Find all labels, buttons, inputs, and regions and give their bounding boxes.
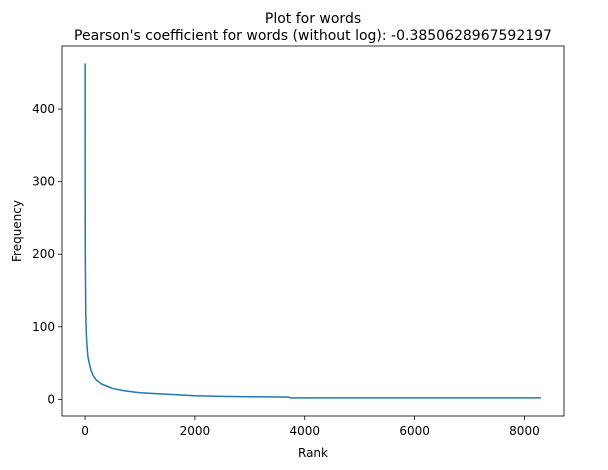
x-tick-label: 0 <box>81 424 89 438</box>
y-tick-label: 200 <box>32 247 55 261</box>
y-tick-label: 100 <box>32 320 55 334</box>
plot-area <box>84 63 541 399</box>
plot-frame <box>61 45 565 417</box>
chart-subtitle: Pearson's coefficient for words (without… <box>74 28 552 44</box>
x-axis-label: Rank <box>298 446 328 460</box>
x-tick-label: 4000 <box>289 424 320 438</box>
y-tick-label: 400 <box>32 102 55 116</box>
y-axis-ticks: 0 100 200 300 400 <box>32 102 62 406</box>
y-tick-label: 300 <box>32 175 55 189</box>
x-tick-label: 2000 <box>180 424 211 438</box>
x-axis-ticks: 0 2000 4000 6000 8000 <box>81 416 540 438</box>
series-line-0 <box>84 63 541 399</box>
x-tick-label: 6000 <box>399 424 430 438</box>
x-tick-label: 8000 <box>509 424 540 438</box>
y-tick-label: 0 <box>47 392 55 406</box>
y-axis-label: Frequency <box>10 200 24 262</box>
chart-title: Plot for words <box>265 11 361 27</box>
